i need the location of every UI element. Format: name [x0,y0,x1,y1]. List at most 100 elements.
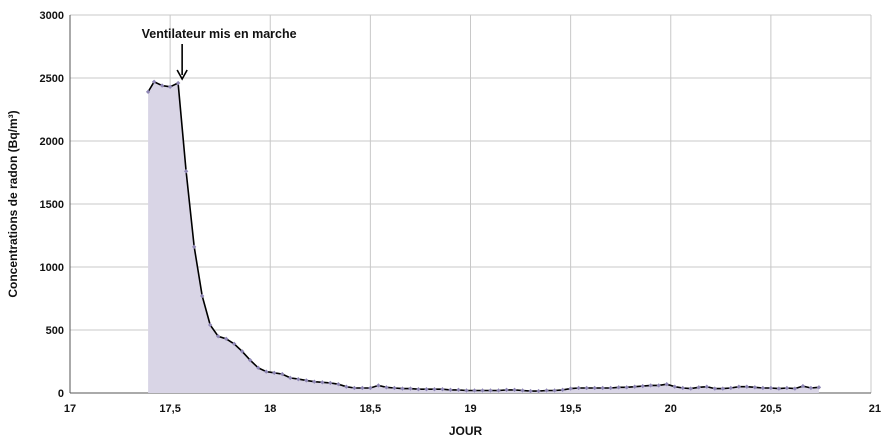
data-point [400,386,405,391]
data-point [312,379,317,384]
x-tick-label: 17 [64,403,76,415]
data-point [464,388,469,393]
data-point [576,385,581,391]
data-point [592,385,597,391]
data-point [640,383,645,389]
data-point [183,169,189,174]
data-point [360,385,365,391]
x-tick-label: 19 [464,403,476,415]
data-point [568,386,573,391]
data-point [199,293,205,299]
y-axis-title: Concentrations de radon (Bq/m³) [6,110,20,297]
x-axis-title: JOUR [449,424,483,438]
data-point [272,370,277,376]
data-point [408,386,413,391]
data-point [215,334,221,339]
x-tick-label: 18 [264,403,276,415]
data-point [776,386,782,391]
data-point [480,388,485,393]
y-tick-label: 1000 [40,262,64,274]
data-point [584,385,589,391]
data-point [223,336,229,342]
annotation-arrow [176,44,188,81]
data-point [752,385,758,390]
data-point [472,388,477,393]
x-tick-label: 20 [665,403,677,415]
data-point [344,384,349,389]
data-point [616,385,621,390]
data-point [608,385,613,391]
x-tick-labels: 17 17,5 18 18,5 19 19,5 20 20,5 21 [64,403,881,415]
data-point [784,385,790,391]
data-point [744,384,750,389]
data-point [384,385,389,390]
data-point [520,388,525,393]
data-point [159,83,165,88]
y-tick-label: 2000 [40,136,64,148]
x-tick-label: 18,5 [360,403,381,415]
data-point [728,385,734,391]
data-point [240,349,245,354]
data-point [704,384,709,389]
data-point [256,365,261,370]
data-point [207,322,213,328]
data-point [352,385,357,391]
y-tick-label: 2500 [40,73,64,85]
series-area-fill [148,81,819,394]
data-point [800,383,806,389]
data-point [328,380,333,386]
x-tick-label: 17,5 [159,403,180,415]
data-point [456,387,461,393]
data-point [392,385,397,391]
series-markers [145,79,822,394]
data-point [816,385,822,390]
data-point [672,384,677,389]
data-point [296,376,301,382]
data-point [688,386,693,391]
y-tick-label: 0 [58,388,64,400]
data-point [528,388,533,394]
y-tick-label: 1500 [40,199,64,211]
data-point [145,89,151,95]
x-tick-label: 21 [869,403,881,415]
data-point [440,387,445,392]
x-tick-label: 19,5 [560,403,581,415]
data-point [232,341,237,347]
data-point [560,387,565,393]
data-point [696,385,701,390]
data-point [656,383,661,388]
data-point [552,388,557,393]
data-point [808,385,814,391]
data-point [648,383,653,388]
data-point [336,381,341,387]
y-tick-labels: 0 500 1000 1500 2000 2500 3000 [40,10,64,400]
data-point [624,385,629,390]
data-point [736,384,742,389]
data-point [432,387,437,392]
data-point [248,358,253,363]
data-point [191,244,197,250]
data-point [280,371,285,377]
data-point [304,378,309,383]
data-point [288,375,293,381]
data-point [175,80,181,86]
x-tick-label: 20,5 [760,403,781,415]
data-point [680,385,685,391]
data-point [416,387,421,392]
data-point [536,388,541,394]
data-point [544,388,549,393]
data-point [792,386,798,391]
data-point [320,380,325,385]
data-point [512,387,517,393]
data-point [632,384,637,389]
series-line [147,80,819,392]
data-point [664,381,669,387]
data-point [424,387,429,392]
annotation-arrow-head [176,69,188,81]
data-point [376,383,381,388]
data-point [151,79,157,84]
data-point [368,385,373,391]
data-point [504,387,509,393]
annotation-label: Ventilateur mis en marche [142,27,297,41]
